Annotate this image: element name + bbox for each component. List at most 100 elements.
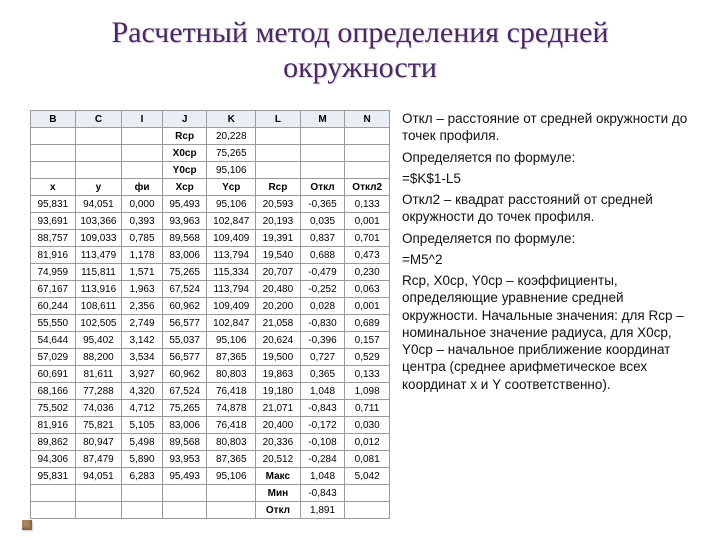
cell: 95,106 [207, 196, 256, 213]
cell [256, 145, 301, 162]
cell: 5,890 [122, 451, 163, 468]
col-header: C [75, 111, 122, 128]
cell: 95,106 [207, 332, 256, 349]
cell [300, 145, 345, 162]
cell: 113,479 [75, 247, 122, 264]
cell: 5,105 [122, 417, 163, 434]
p-otk-desc: Откл – расстояние от средней окружности … [402, 110, 702, 145]
cell: 55,037 [162, 332, 207, 349]
cell: 94,306 [31, 451, 76, 468]
cell: 0,012 [345, 434, 390, 451]
cell: Yср [207, 179, 256, 196]
cell: 83,006 [162, 417, 207, 434]
cell: 75,821 [75, 417, 122, 434]
cell: 89,568 [162, 230, 207, 247]
cell: 19,863 [256, 366, 301, 383]
cell: -0,396 [300, 332, 345, 349]
cell: 4,320 [122, 383, 163, 400]
cell: 2,749 [122, 315, 163, 332]
cell: 0,230 [345, 264, 390, 281]
cell [75, 128, 122, 145]
cell: 0,689 [345, 315, 390, 332]
cell: 83,006 [162, 247, 207, 264]
cell: 102,505 [75, 315, 122, 332]
cell [256, 128, 301, 145]
cell: 0,133 [345, 366, 390, 383]
cell: 75,502 [31, 400, 76, 417]
cell: 93,953 [162, 451, 207, 468]
cell: 95,106 [207, 468, 256, 485]
cell: 93,691 [31, 213, 76, 230]
cell: 0,157 [345, 332, 390, 349]
cell: 56,577 [162, 349, 207, 366]
cell: 54,644 [31, 332, 76, 349]
cell [75, 162, 122, 179]
cell: 0,365 [300, 366, 345, 383]
cell [256, 162, 301, 179]
cell: 109,409 [207, 298, 256, 315]
cell: 21,071 [256, 400, 301, 417]
cell: 89,862 [31, 434, 76, 451]
cell: 20,593 [256, 196, 301, 213]
cell [31, 128, 76, 145]
cell: 0,063 [345, 281, 390, 298]
cell: 115,334 [207, 264, 256, 281]
cell: 20,200 [256, 298, 301, 315]
cell: 1,963 [122, 281, 163, 298]
cell [122, 128, 163, 145]
cell: -0,252 [300, 281, 345, 298]
cell: 0,001 [345, 298, 390, 315]
col-header: L [256, 111, 301, 128]
col-header: N [345, 111, 390, 128]
cell [207, 485, 256, 502]
cell: 0,028 [300, 298, 345, 315]
cell: Откл [300, 179, 345, 196]
content-area: BCIJKLMN Rcp20,228X0cp75,265Y0cp95,106xy… [30, 110, 702, 530]
cell: -0,284 [300, 451, 345, 468]
cell: 89,568 [162, 434, 207, 451]
cell: 80,803 [207, 434, 256, 451]
cell: 0,000 [122, 196, 163, 213]
cell: 20,193 [256, 213, 301, 230]
cell: 20,707 [256, 264, 301, 281]
cell: 60,962 [162, 298, 207, 315]
cell [75, 145, 122, 162]
cell: 1,178 [122, 247, 163, 264]
col-header: K [207, 111, 256, 128]
cell: 87,365 [207, 451, 256, 468]
cell: 109,033 [75, 230, 122, 247]
cell [122, 145, 163, 162]
cell: 80,947 [75, 434, 122, 451]
cell [122, 502, 163, 519]
cell: 60,244 [31, 298, 76, 315]
cell: 1,571 [122, 264, 163, 281]
cell [31, 485, 76, 502]
cell: 67,167 [31, 281, 76, 298]
spreadsheet-table: BCIJKLMN Rcp20,228X0cp75,265Y0cp95,106xy… [30, 110, 390, 519]
cell: 20,336 [256, 434, 301, 451]
cell: x [31, 179, 76, 196]
cell: X0cp [162, 145, 207, 162]
cell: 20,400 [256, 417, 301, 434]
cell: -0,172 [300, 417, 345, 434]
cell [345, 162, 390, 179]
cell: 20,624 [256, 332, 301, 349]
cell [122, 485, 163, 502]
cell: 19,180 [256, 383, 301, 400]
p-otk2-desc: Откл2 – квадрат расстояний от средней ок… [402, 191, 702, 226]
cell: Y0cp [162, 162, 207, 179]
cell: 0,081 [345, 451, 390, 468]
cell: 5,498 [122, 434, 163, 451]
cell: 1,048 [300, 468, 345, 485]
cell: 4,712 [122, 400, 163, 417]
cell: 0,030 [345, 417, 390, 434]
cell: 20,480 [256, 281, 301, 298]
page-title: Расчетный метод определения средней окру… [0, 0, 720, 85]
cell: 75,265 [162, 264, 207, 281]
cell: 81,916 [31, 247, 76, 264]
cell: -0,830 [300, 315, 345, 332]
p-otk-formula-label: Определяется по формуле: [402, 149, 702, 166]
cell: 93,963 [162, 213, 207, 230]
cell: 0,473 [345, 247, 390, 264]
cell: 19,500 [256, 349, 301, 366]
